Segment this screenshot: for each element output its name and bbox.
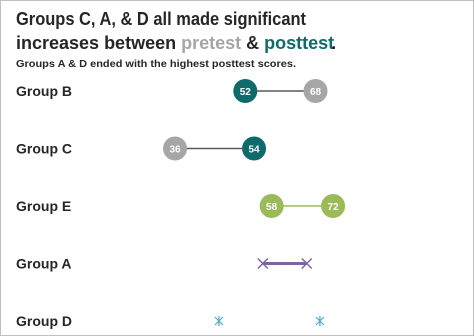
title-text: . (331, 33, 336, 53)
x-marker (257, 257, 269, 270)
title-pretest: pretest (181, 33, 241, 53)
data-label: 52 (240, 87, 252, 98)
data-label: 72 (328, 202, 340, 213)
chart-title: Groups C, A, & D all made significant (16, 9, 306, 29)
dot (163, 136, 188, 161)
x-marker (301, 257, 313, 270)
chart-title-line2: increases between pretest & posttest. (16, 33, 336, 53)
data-label: 36 (169, 145, 181, 156)
data-label: 54 (248, 145, 260, 156)
title-posttest: posttest (264, 33, 334, 53)
category-label: Group C (16, 141, 72, 157)
asterisk-marker (315, 316, 325, 326)
data-label: 68 (310, 87, 322, 98)
category-label: Group B (16, 83, 72, 99)
dot (259, 194, 284, 218)
dot (321, 194, 346, 218)
category-label: Group D (16, 313, 72, 329)
asterisk-marker (214, 316, 224, 326)
dot (233, 79, 258, 103)
dot (303, 79, 328, 103)
category-label: Group E (16, 198, 71, 214)
data-label: 58 (266, 202, 278, 213)
title-text: increases between (16, 33, 176, 53)
dot (242, 136, 267, 161)
chart-subtitle: Groups A & D ended with the highest post… (16, 58, 296, 70)
title-text: & (246, 33, 259, 53)
category-label: Group A (16, 256, 71, 272)
